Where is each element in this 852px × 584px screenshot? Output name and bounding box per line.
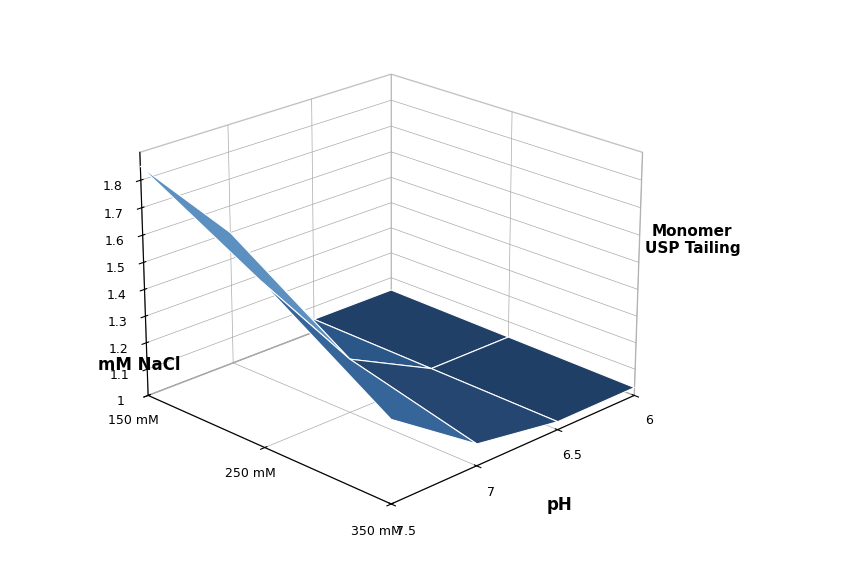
Text: mM NaCl: mM NaCl bbox=[98, 356, 181, 374]
Text: Monomer
USP Tailing: Monomer USP Tailing bbox=[644, 224, 740, 256]
X-axis label: pH: pH bbox=[546, 496, 572, 514]
